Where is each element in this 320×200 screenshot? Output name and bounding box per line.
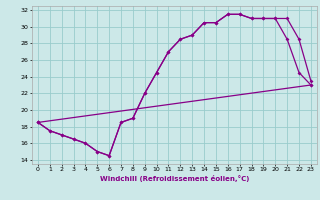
X-axis label: Windchill (Refroidissement éolien,°C): Windchill (Refroidissement éolien,°C) bbox=[100, 175, 249, 182]
